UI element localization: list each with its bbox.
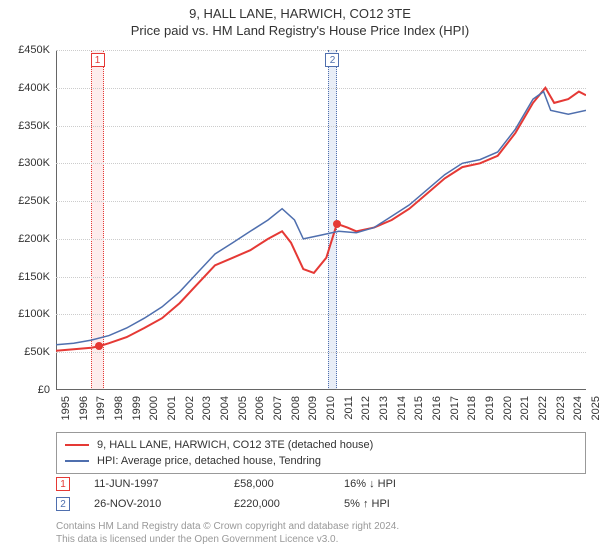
x-axis-label: 2016 [431,396,443,420]
y-axis-label: £350K [18,120,50,132]
sale-date: 11-JUN-1997 [94,478,234,490]
sale-diff: 16% ↓ HPI [344,478,464,490]
sale-index-box: 1 [56,477,70,491]
x-axis-label: 1999 [131,396,143,420]
sale-point [95,342,103,350]
x-axis-label: 2019 [484,396,496,420]
chart-area: 12 £0£50K£100K£150K£200K£250K£300K£350K£… [56,50,586,390]
x-axis-label: 2003 [201,396,213,420]
x-axis-label: 2025 [590,396,600,420]
legend-label: HPI: Average price, detached house, Tend… [97,455,321,467]
x-axis-label: 1995 [60,396,72,420]
x-axis-label: 2021 [519,396,531,420]
legend-swatch [65,444,89,446]
x-axis-label: 2000 [148,396,160,420]
x-axis-label: 2002 [184,396,196,420]
x-axis-label: 2014 [396,396,408,420]
x-axis-label: 2015 [413,396,425,420]
footer-line: This data is licensed under the Open Gov… [56,533,586,546]
y-axis-label: £200K [18,233,50,245]
y-axis-label: £450K [18,44,50,56]
legend-box: 9, HALL LANE, HARWICH, CO12 3TE (detache… [56,432,586,474]
sale-price: £58,000 [234,478,344,490]
x-axis-label: 2011 [343,396,355,420]
x-axis-label: 2018 [466,396,478,420]
x-axis-label: 2013 [378,396,390,420]
y-axis-label: £100K [18,308,50,320]
x-axis-label: 2009 [307,396,319,420]
sales-table: 1 11-JUN-1997 £58,000 16% ↓ HPI 2 26-NOV… [56,474,586,514]
legend-item: HPI: Average price, detached house, Tend… [65,453,577,469]
x-axis-label: 2007 [272,396,284,420]
footer-line: Contains HM Land Registry data © Crown c… [56,520,586,533]
x-axis-label: 2010 [325,396,337,420]
sale-diff: 5% ↑ HPI [344,498,464,510]
sale-price: £220,000 [234,498,344,510]
x-axis-label: 2024 [572,396,584,420]
sale-marker: 1 [91,53,105,67]
title-main: 9, HALL LANE, HARWICH, CO12 3TE [0,6,600,21]
x-axis-label: 2001 [166,396,178,420]
x-axis-label: 2006 [254,396,266,420]
x-axis-label: 2008 [290,396,302,420]
legend-label: 9, HALL LANE, HARWICH, CO12 3TE (detache… [97,439,373,451]
line-series-svg [56,50,586,390]
y-axis-label: £150K [18,271,50,283]
y-axis-label: £400K [18,82,50,94]
x-axis-label: 1996 [78,396,90,420]
y-axis-label: £50K [24,346,50,358]
title-block: 9, HALL LANE, HARWICH, CO12 3TE Price pa… [0,0,600,38]
y-axis-label: £300K [18,157,50,169]
y-axis-label: £0 [38,384,50,396]
sale-index-box: 2 [56,497,70,511]
sale-marker: 2 [325,53,339,67]
chart-container: 9, HALL LANE, HARWICH, CO12 3TE Price pa… [0,0,600,560]
x-axis-label: 2004 [219,396,231,420]
series-price_paid [56,88,586,351]
legend-item: 9, HALL LANE, HARWICH, CO12 3TE (detache… [65,437,577,453]
series-hpi [56,92,586,345]
x-axis-label: 2012 [360,396,372,420]
sale-row: 1 11-JUN-1997 £58,000 16% ↓ HPI [56,474,586,494]
sale-date: 26-NOV-2010 [94,498,234,510]
x-axis-label: 2005 [237,396,249,420]
sale-row: 2 26-NOV-2010 £220,000 5% ↑ HPI [56,494,586,514]
title-sub: Price paid vs. HM Land Registry's House … [0,23,600,38]
x-axis-label: 2020 [502,396,514,420]
x-axis-label: 2023 [555,396,567,420]
x-axis-label: 1998 [113,396,125,420]
footer-attribution: Contains HM Land Registry data © Crown c… [56,520,586,546]
x-axis-label: 1997 [95,396,107,420]
x-axis-label: 2017 [449,396,461,420]
x-axis-label: 2022 [537,396,549,420]
sale-point [333,220,341,228]
y-axis-label: £250K [18,195,50,207]
legend-swatch [65,460,89,462]
